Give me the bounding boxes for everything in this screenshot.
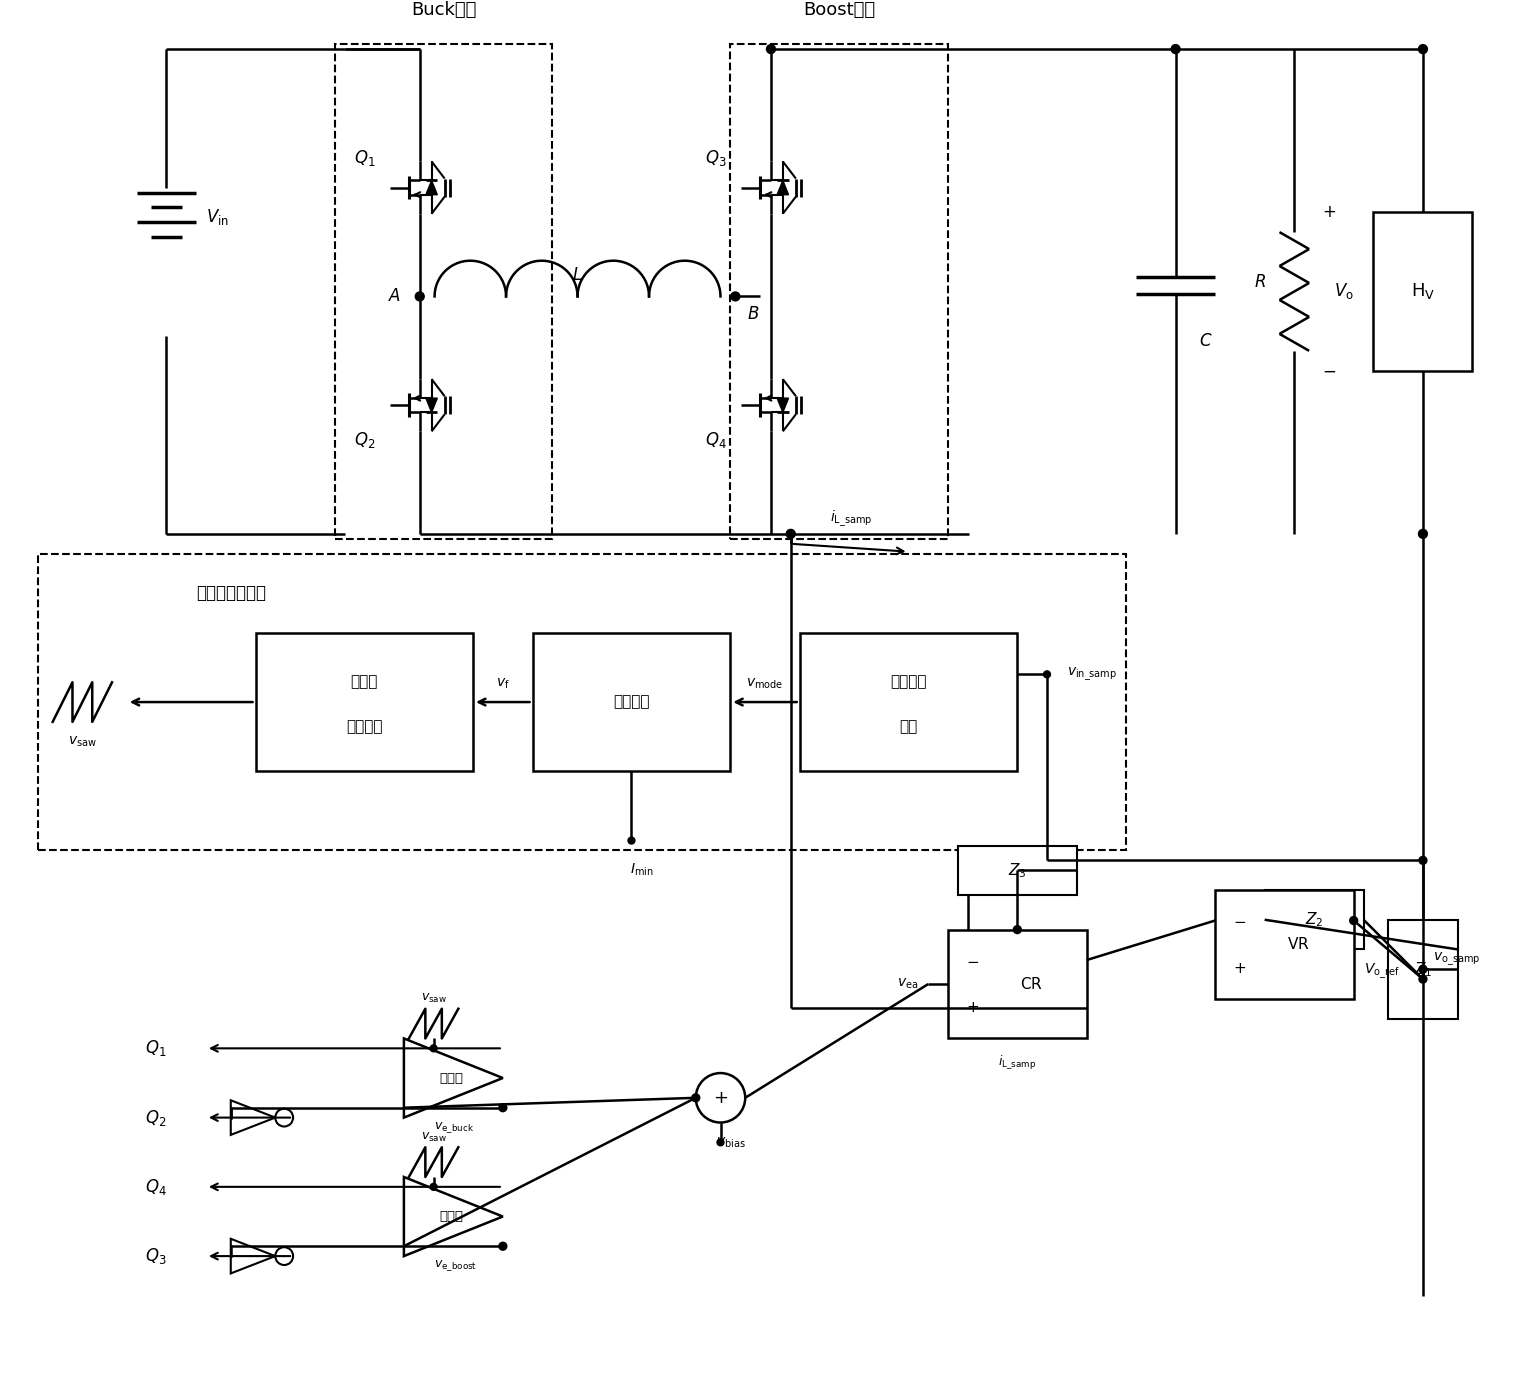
Text: 比较器: 比较器 (439, 1072, 463, 1085)
Text: $+$: $+$ (966, 1001, 979, 1015)
Bar (948, 930, 1086, 1039)
Circle shape (499, 1242, 506, 1251)
Circle shape (787, 529, 795, 539)
Circle shape (716, 1139, 724, 1146)
Bar (1373, 212, 1473, 370)
Text: $V_{\rm o}$: $V_{\rm o}$ (1335, 282, 1353, 302)
Circle shape (1170, 45, 1180, 53)
Text: 调频电路: 调频电路 (614, 695, 650, 709)
Text: $v_{\rm bias}$: $v_{\rm bias}$ (715, 1135, 746, 1149)
Circle shape (1419, 976, 1427, 983)
Text: $Q_3$: $Q_3$ (144, 1247, 167, 1266)
Text: $v_{\rm in\_samp}$: $v_{\rm in\_samp}$ (1066, 666, 1117, 683)
Text: $Q_2$: $Q_2$ (354, 430, 374, 450)
Text: $\rm H_V$: $\rm H_V$ (1411, 282, 1436, 302)
Text: $v_{\rm saw}$: $v_{\rm saw}$ (67, 734, 97, 748)
Text: $+$: $+$ (713, 1089, 729, 1107)
Text: $Z_2$: $Z_2$ (1305, 910, 1324, 930)
Circle shape (730, 292, 739, 302)
Text: $Z_3$: $Z_3$ (1008, 861, 1026, 879)
Circle shape (787, 530, 795, 537)
Circle shape (499, 1104, 506, 1111)
Text: $v_{\rm mode}$: $v_{\rm mode}$ (747, 677, 784, 691)
Bar (730, 45, 948, 539)
Circle shape (1419, 529, 1428, 539)
Circle shape (1350, 917, 1358, 924)
Circle shape (430, 1184, 437, 1191)
Text: $v_{\rm e\_buck}$: $v_{\rm e\_buck}$ (434, 1120, 474, 1135)
Bar (1215, 891, 1353, 1000)
Polygon shape (426, 180, 437, 194)
Polygon shape (778, 180, 788, 194)
Text: Buck单元: Buck单元 (411, 0, 476, 18)
Circle shape (767, 45, 775, 53)
Bar (334, 45, 552, 539)
Text: $C$: $C$ (1198, 332, 1212, 350)
Bar (38, 554, 1126, 850)
Text: $\rm VR$: $\rm VR$ (1287, 937, 1310, 952)
Circle shape (1419, 45, 1428, 53)
Text: 电路: 电路 (899, 719, 917, 734)
Bar (1388, 920, 1457, 1019)
Text: $Q_4$: $Q_4$ (704, 430, 727, 450)
Text: Boost单元: Boost单元 (804, 0, 876, 18)
Text: $v_{\rm ea}$: $v_{\rm ea}$ (897, 977, 919, 991)
Text: $V_{\rm o\_ref}$: $V_{\rm o\_ref}$ (1364, 962, 1399, 981)
Bar (799, 632, 1017, 772)
Text: $v_{\rm saw}$: $v_{\rm saw}$ (420, 993, 446, 1005)
Polygon shape (426, 398, 437, 412)
Text: $-$: $-$ (1322, 362, 1336, 380)
Circle shape (627, 838, 635, 845)
Text: $+$: $+$ (1322, 204, 1336, 222)
Text: $B$: $B$ (747, 306, 759, 324)
Text: $v_{\rm saw}$: $v_{\rm saw}$ (420, 1131, 446, 1143)
Text: $Q_2$: $Q_2$ (146, 1107, 167, 1128)
Text: $+$: $+$ (1233, 960, 1247, 976)
Circle shape (1014, 926, 1022, 934)
Circle shape (692, 1094, 700, 1101)
Bar (256, 632, 472, 772)
Text: 产生电路: 产生电路 (347, 719, 382, 734)
Text: $I_{\rm min}$: $I_{\rm min}$ (629, 863, 653, 878)
Text: $V_{\rm in}$: $V_{\rm in}$ (206, 207, 229, 228)
Circle shape (430, 1044, 437, 1051)
Text: $Z_1$: $Z_1$ (1414, 960, 1433, 979)
Text: $-$: $-$ (966, 952, 979, 967)
Text: $i_{\rm L\_samp}$: $i_{\rm L\_samp}$ (999, 1054, 1037, 1072)
Text: $A$: $A$ (388, 288, 402, 306)
Text: $L$: $L$ (572, 265, 583, 283)
Bar (1264, 891, 1364, 949)
Text: $v_{\rm o\_samp}$: $v_{\rm o\_samp}$ (1433, 951, 1480, 967)
Text: $R$: $R$ (1253, 272, 1266, 290)
Text: $\rm CR$: $\rm CR$ (1020, 976, 1043, 993)
Circle shape (1043, 671, 1051, 678)
Polygon shape (778, 398, 788, 412)
Circle shape (1419, 965, 1427, 973)
Text: $Q_1$: $Q_1$ (354, 148, 374, 168)
Text: 比较器: 比较器 (439, 1210, 463, 1223)
Text: 模式选择: 模式选择 (890, 674, 927, 688)
Text: $Q_3$: $Q_3$ (704, 148, 726, 168)
Circle shape (1419, 856, 1427, 864)
Circle shape (416, 292, 425, 302)
Bar (532, 632, 730, 772)
Text: $i_{\rm L\_samp}$: $i_{\rm L\_samp}$ (830, 508, 873, 529)
Text: $Q_1$: $Q_1$ (146, 1039, 167, 1058)
Text: $Q_4$: $Q_4$ (144, 1177, 167, 1196)
Text: $-$: $-$ (1233, 913, 1247, 928)
Bar (957, 846, 1077, 895)
Text: $v_{\rm e\_boost}$: $v_{\rm e\_boost}$ (434, 1259, 477, 1273)
Text: 三角波调频电路: 三角波调频电路 (196, 585, 265, 602)
Text: $v_{\rm f}$: $v_{\rm f}$ (495, 677, 509, 691)
Text: 三角波: 三角波 (351, 674, 377, 688)
